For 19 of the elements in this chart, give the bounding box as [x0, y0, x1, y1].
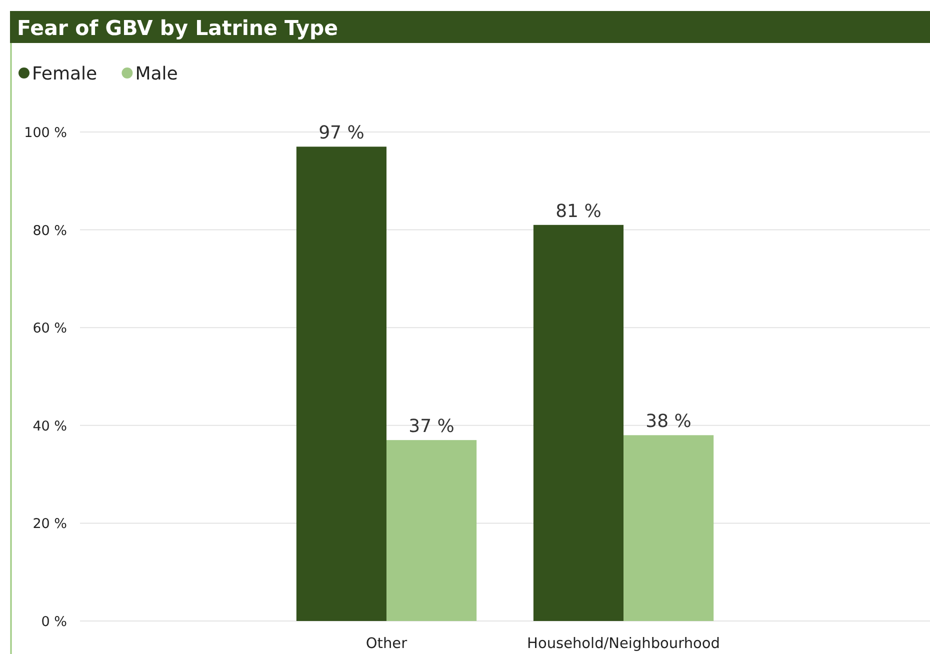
data-label: 38 % [646, 411, 692, 432]
chart-title: Fear of GBV by Latrine Type [17, 16, 338, 40]
y-tick-label: 40 % [32, 418, 68, 434]
y-tick-label: 60 % [32, 320, 68, 337]
y-tick-label: 0 % [41, 614, 68, 630]
y-tick-label: 100 % [24, 125, 68, 141]
legend-label: Male [135, 64, 178, 84]
data-label: 81 % [556, 200, 602, 222]
legend-label: Female [32, 64, 98, 84]
x-tick-label: Household/Neighbourhood [527, 636, 720, 652]
x-tick-label: Other [366, 636, 408, 652]
y-tick-label: 20 % [32, 516, 68, 532]
data-label: 37 % [408, 416, 454, 438]
bar [624, 435, 714, 621]
bar [296, 146, 386, 621]
data-label: 97 % [318, 122, 364, 144]
bar [386, 440, 477, 621]
y-tick-label: 80 % [32, 222, 68, 239]
bar [533, 224, 624, 621]
